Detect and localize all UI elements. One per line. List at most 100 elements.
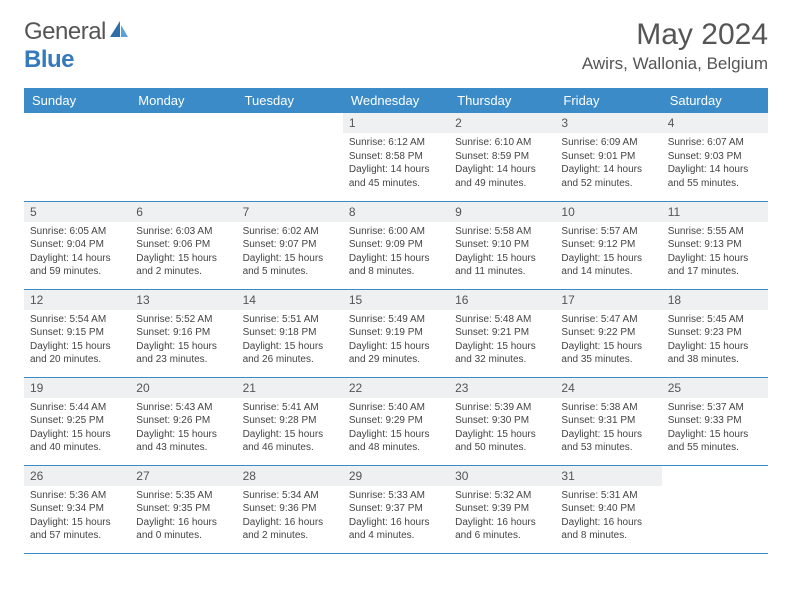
calendar-day-cell: 27Sunrise: 5:35 AMSunset: 9:35 PMDayligh… xyxy=(130,465,236,553)
day-content: Sunrise: 5:40 AMSunset: 9:29 PMDaylight:… xyxy=(343,398,449,459)
calendar-head: SundayMondayTuesdayWednesdayThursdayFrid… xyxy=(24,88,768,113)
calendar-week-row: 5Sunrise: 6:05 AMSunset: 9:04 PMDaylight… xyxy=(24,201,768,289)
day-content: Sunrise: 5:51 AMSunset: 9:18 PMDaylight:… xyxy=(237,310,343,371)
day-number: 28 xyxy=(237,466,343,486)
calendar-day-cell: 21Sunrise: 5:41 AMSunset: 9:28 PMDayligh… xyxy=(237,377,343,465)
day-number: 21 xyxy=(237,378,343,398)
day-number: 12 xyxy=(24,290,130,310)
day-content: Sunrise: 5:32 AMSunset: 9:39 PMDaylight:… xyxy=(449,486,555,547)
day-content: Sunrise: 5:47 AMSunset: 9:22 PMDaylight:… xyxy=(555,310,661,371)
calendar-day-cell: 25Sunrise: 5:37 AMSunset: 9:33 PMDayligh… xyxy=(662,377,768,465)
day-number: 16 xyxy=(449,290,555,310)
day-number: 20 xyxy=(130,378,236,398)
calendar-day-cell: 8Sunrise: 6:00 AMSunset: 9:09 PMDaylight… xyxy=(343,201,449,289)
day-number: 17 xyxy=(555,290,661,310)
day-content: Sunrise: 5:57 AMSunset: 9:12 PMDaylight:… xyxy=(555,222,661,283)
calendar-day-cell xyxy=(237,113,343,201)
title-block: May 2024 Awirs, Wallonia, Belgium xyxy=(582,18,768,74)
day-number: 27 xyxy=(130,466,236,486)
day-number: 4 xyxy=(662,113,768,133)
calendar-day-cell: 3Sunrise: 6:09 AMSunset: 9:01 PMDaylight… xyxy=(555,113,661,201)
calendar-day-cell: 24Sunrise: 5:38 AMSunset: 9:31 PMDayligh… xyxy=(555,377,661,465)
day-content: Sunrise: 5:31 AMSunset: 9:40 PMDaylight:… xyxy=(555,486,661,547)
weekday-header: Monday xyxy=(130,88,236,113)
day-content: Sunrise: 5:52 AMSunset: 9:16 PMDaylight:… xyxy=(130,310,236,371)
day-content: Sunrise: 5:45 AMSunset: 9:23 PMDaylight:… xyxy=(662,310,768,371)
day-number: 31 xyxy=(555,466,661,486)
calendar-day-cell xyxy=(130,113,236,201)
day-number: 6 xyxy=(130,202,236,222)
weekday-row: SundayMondayTuesdayWednesdayThursdayFrid… xyxy=(24,88,768,113)
calendar-day-cell: 4Sunrise: 6:07 AMSunset: 9:03 PMDaylight… xyxy=(662,113,768,201)
day-number: 10 xyxy=(555,202,661,222)
month-title: May 2024 xyxy=(582,18,768,52)
calendar-table: SundayMondayTuesdayWednesdayThursdayFrid… xyxy=(24,88,768,554)
calendar-week-row: 19Sunrise: 5:44 AMSunset: 9:25 PMDayligh… xyxy=(24,377,768,465)
calendar-day-cell: 7Sunrise: 6:02 AMSunset: 9:07 PMDaylight… xyxy=(237,201,343,289)
day-content: Sunrise: 5:38 AMSunset: 9:31 PMDaylight:… xyxy=(555,398,661,459)
day-content: Sunrise: 5:55 AMSunset: 9:13 PMDaylight:… xyxy=(662,222,768,283)
day-number: 3 xyxy=(555,113,661,133)
calendar-day-cell: 31Sunrise: 5:31 AMSunset: 9:40 PMDayligh… xyxy=(555,465,661,553)
day-number: 2 xyxy=(449,113,555,133)
calendar-day-cell: 23Sunrise: 5:39 AMSunset: 9:30 PMDayligh… xyxy=(449,377,555,465)
day-content: Sunrise: 6:10 AMSunset: 8:59 PMDaylight:… xyxy=(449,133,555,194)
day-content: Sunrise: 5:35 AMSunset: 9:35 PMDaylight:… xyxy=(130,486,236,547)
day-content: Sunrise: 6:02 AMSunset: 9:07 PMDaylight:… xyxy=(237,222,343,283)
day-content: Sunrise: 6:05 AMSunset: 9:04 PMDaylight:… xyxy=(24,222,130,283)
day-content: Sunrise: 5:49 AMSunset: 9:19 PMDaylight:… xyxy=(343,310,449,371)
day-number: 9 xyxy=(449,202,555,222)
day-content: Sunrise: 5:58 AMSunset: 9:10 PMDaylight:… xyxy=(449,222,555,283)
day-number: 25 xyxy=(662,378,768,398)
day-number: 8 xyxy=(343,202,449,222)
weekday-header: Wednesday xyxy=(343,88,449,113)
brand-text: General Blue xyxy=(24,18,130,74)
calendar-day-cell: 19Sunrise: 5:44 AMSunset: 9:25 PMDayligh… xyxy=(24,377,130,465)
calendar-day-cell: 28Sunrise: 5:34 AMSunset: 9:36 PMDayligh… xyxy=(237,465,343,553)
day-number: 11 xyxy=(662,202,768,222)
calendar-week-row: 1Sunrise: 6:12 AMSunset: 8:58 PMDaylight… xyxy=(24,113,768,201)
brand-part1: General xyxy=(24,18,106,45)
day-number: 15 xyxy=(343,290,449,310)
day-number: 26 xyxy=(24,466,130,486)
day-number: 1 xyxy=(343,113,449,133)
calendar-day-cell: 13Sunrise: 5:52 AMSunset: 9:16 PMDayligh… xyxy=(130,289,236,377)
day-content: Sunrise: 5:37 AMSunset: 9:33 PMDaylight:… xyxy=(662,398,768,459)
day-number: 13 xyxy=(130,290,236,310)
day-content: Sunrise: 5:54 AMSunset: 9:15 PMDaylight:… xyxy=(24,310,130,371)
day-number: 24 xyxy=(555,378,661,398)
day-number: 7 xyxy=(237,202,343,222)
day-content: Sunrise: 6:07 AMSunset: 9:03 PMDaylight:… xyxy=(662,133,768,194)
header: General Blue May 2024 Awirs, Wallonia, B… xyxy=(0,0,792,82)
calendar-day-cell: 20Sunrise: 5:43 AMSunset: 9:26 PMDayligh… xyxy=(130,377,236,465)
weekday-header: Tuesday xyxy=(237,88,343,113)
day-content: Sunrise: 6:09 AMSunset: 9:01 PMDaylight:… xyxy=(555,133,661,194)
calendar-day-cell: 29Sunrise: 5:33 AMSunset: 9:37 PMDayligh… xyxy=(343,465,449,553)
calendar-day-cell: 15Sunrise: 5:49 AMSunset: 9:19 PMDayligh… xyxy=(343,289,449,377)
calendar-day-cell: 17Sunrise: 5:47 AMSunset: 9:22 PMDayligh… xyxy=(555,289,661,377)
weekday-header: Friday xyxy=(555,88,661,113)
day-content: Sunrise: 5:34 AMSunset: 9:36 PMDaylight:… xyxy=(237,486,343,547)
calendar-day-cell: 1Sunrise: 6:12 AMSunset: 8:58 PMDaylight… xyxy=(343,113,449,201)
day-content: Sunrise: 5:43 AMSunset: 9:26 PMDaylight:… xyxy=(130,398,236,459)
day-number: 5 xyxy=(24,202,130,222)
location-text: Awirs, Wallonia, Belgium xyxy=(582,54,768,74)
calendar-day-cell: 16Sunrise: 5:48 AMSunset: 9:21 PMDayligh… xyxy=(449,289,555,377)
day-number: 19 xyxy=(24,378,130,398)
day-number: 22 xyxy=(343,378,449,398)
day-number: 14 xyxy=(237,290,343,310)
day-number: 29 xyxy=(343,466,449,486)
day-content: Sunrise: 6:12 AMSunset: 8:58 PMDaylight:… xyxy=(343,133,449,194)
calendar-day-cell: 2Sunrise: 6:10 AMSunset: 8:59 PMDaylight… xyxy=(449,113,555,201)
calendar-day-cell xyxy=(24,113,130,201)
calendar-day-cell: 6Sunrise: 6:03 AMSunset: 9:06 PMDaylight… xyxy=(130,201,236,289)
calendar-day-cell: 26Sunrise: 5:36 AMSunset: 9:34 PMDayligh… xyxy=(24,465,130,553)
calendar-week-row: 12Sunrise: 5:54 AMSunset: 9:15 PMDayligh… xyxy=(24,289,768,377)
day-number: 30 xyxy=(449,466,555,486)
day-content: Sunrise: 6:00 AMSunset: 9:09 PMDaylight:… xyxy=(343,222,449,283)
calendar-day-cell: 12Sunrise: 5:54 AMSunset: 9:15 PMDayligh… xyxy=(24,289,130,377)
day-content: Sunrise: 5:36 AMSunset: 9:34 PMDaylight:… xyxy=(24,486,130,547)
calendar-day-cell: 10Sunrise: 5:57 AMSunset: 9:12 PMDayligh… xyxy=(555,201,661,289)
calendar-body: 1Sunrise: 6:12 AMSunset: 8:58 PMDaylight… xyxy=(24,113,768,553)
sail-icon xyxy=(108,19,130,39)
